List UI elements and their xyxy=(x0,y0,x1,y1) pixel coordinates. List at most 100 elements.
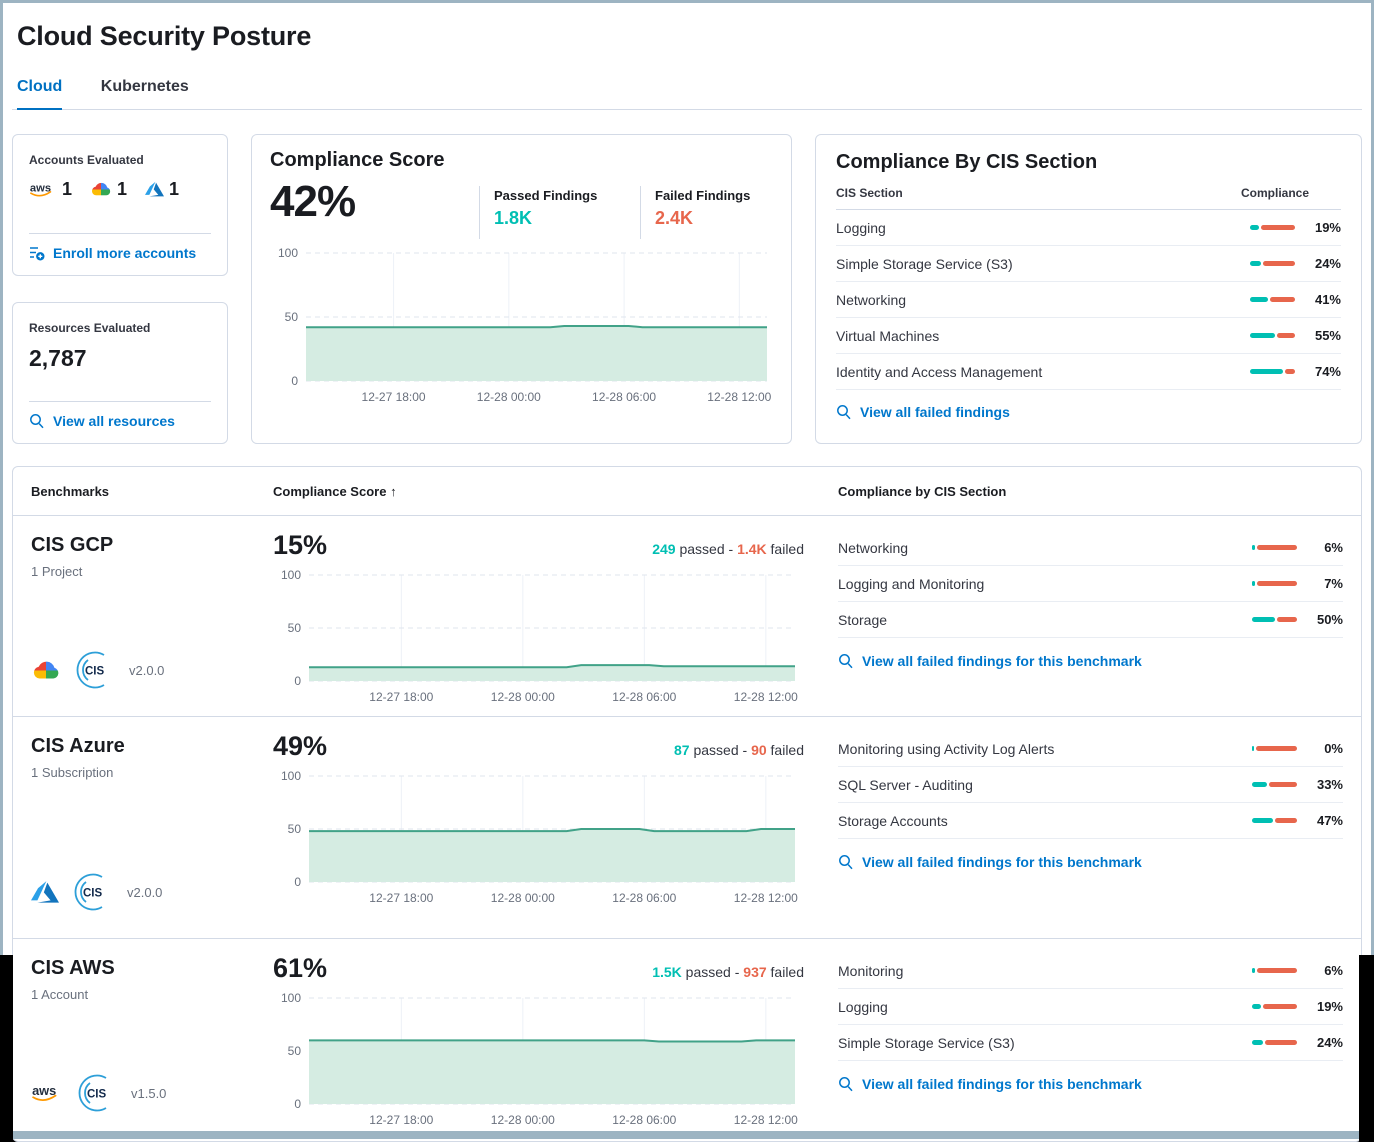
benchmarks-table-header: Benchmarks Compliance Score ↑ Compliance… xyxy=(13,467,1361,516)
svg-text:12-28 00:00: 12-28 00:00 xyxy=(491,891,555,905)
enroll-more-accounts-link[interactable]: Enroll more accounts xyxy=(29,245,211,261)
passed-failed-summary: 87 passed - 90 failed xyxy=(674,742,804,758)
benchmark-cis-sections: Monitoring using Activity Log Alerts 0% … xyxy=(838,717,1343,938)
benchmark-name: CIS AWS xyxy=(31,957,115,979)
svg-text:50: 50 xyxy=(288,822,302,836)
svg-text:CIS: CIS xyxy=(87,1089,107,1101)
tab-kubernetes[interactable]: Kubernetes xyxy=(100,78,189,95)
svg-text:100: 100 xyxy=(281,568,301,582)
compliance-bar xyxy=(1252,782,1297,787)
compliance-percent: 24% xyxy=(1314,256,1341,271)
compliance-score-title: Compliance Score xyxy=(270,149,445,171)
resources-evaluated-card: Resources Evaluated 2,787 View all resou… xyxy=(12,302,228,444)
benchmark-score-column: 61% 1.5K passed - 937 failed 0 50 100 12-27… xyxy=(273,939,838,1139)
compliance-bar xyxy=(1252,968,1297,973)
compliance-bar xyxy=(1252,1040,1297,1045)
tab-cloud[interactable]: Cloud xyxy=(17,78,63,110)
benchmark-score: 49% xyxy=(273,731,328,761)
resources-evaluated-value: 2,787 xyxy=(29,345,87,371)
cis-section-row: SQL Server - Auditing 33% xyxy=(838,767,1343,803)
cis-section-label: Storage xyxy=(838,611,888,628)
compliance-percent: 19% xyxy=(1316,999,1343,1014)
benchmark-info: CIS Azure 1 Subscription CIS v2.0.0 xyxy=(31,717,273,938)
left-summary-column: Accounts Evaluated aws 1 1 1 xyxy=(12,134,228,444)
cis-section-row: Networking 6% xyxy=(838,530,1343,566)
compliance-bar xyxy=(1252,746,1297,751)
cis-section-label: Simple Storage Service (S3) xyxy=(836,255,1013,272)
compliance-percent: 6% xyxy=(1324,963,1343,978)
cis-section-table: CIS Section Compliance Logging 19% Simpl… xyxy=(836,186,1341,390)
cis-section-label: Networking xyxy=(838,539,909,556)
view-all-failed-findings-link[interactable]: View all failed findings xyxy=(836,404,1010,420)
view-failed-findings-benchmark-link[interactable]: View all failed findings for this benchm… xyxy=(838,1076,1142,1092)
cis-section-row: Monitoring using Activity Log Alerts 0% xyxy=(838,731,1343,767)
benchmarks-table-card: Benchmarks Compliance Score ↑ Compliance… xyxy=(12,466,1362,1142)
compliance-percent: 47% xyxy=(1316,813,1343,828)
search-icon xyxy=(839,1077,853,1092)
benchmark-row-cis-azure: CIS Azure 1 Subscription CIS v2.0.0 49% … xyxy=(13,717,1361,939)
cis-section-label: Identity and Access Management xyxy=(836,363,1043,380)
benchmark-name: CIS Azure xyxy=(31,735,125,757)
compliance-score-column-header[interactable]: Compliance Score ↑ xyxy=(273,483,397,499)
benchmark-subtitle: 1 Subscription xyxy=(31,765,114,780)
benchmark-info: CIS GCP 1 Project CIS v2.0.0 xyxy=(31,516,273,716)
benchmark-version: v2.0.0 xyxy=(129,662,165,678)
azure-account-count: 1 xyxy=(145,179,179,200)
svg-text:100: 100 xyxy=(281,991,301,1005)
compliance-bar xyxy=(1252,818,1297,823)
passed-findings-label: Passed Findings xyxy=(494,188,598,203)
cis-section-list: Networking 6% Logging and Monitoring 7% … xyxy=(838,530,1343,638)
screen-letterbox-left xyxy=(0,955,13,1141)
passed-failed-summary: 249 passed - 1.4K failed xyxy=(652,541,804,557)
svg-text:0: 0 xyxy=(294,1097,301,1111)
cis-section-row: Identity and Access Management 74% xyxy=(836,354,1341,390)
benchmark-info: CIS AWS 1 Account aws CIS v1.5.0 xyxy=(31,939,273,1139)
cis-logo-icon: CIS xyxy=(74,873,103,911)
view-failed-findings-benchmark-link[interactable]: View all failed findings for this benchm… xyxy=(838,653,1142,669)
card-divider xyxy=(29,233,211,234)
cis-section-label: Logging xyxy=(836,219,886,236)
compliance-percent: 24% xyxy=(1316,1035,1343,1050)
benchmark-score: 15% xyxy=(273,530,328,560)
benchmark-trend-chart: 0 50 100 12-27 18:00 12-28 00:00 12-28 06:00 1… xyxy=(273,565,804,716)
cis-section-row: Simple Storage Service (S3) 24% xyxy=(838,1025,1343,1061)
search-icon xyxy=(839,654,853,669)
passed-failed-summary: 1.5K passed - 937 failed xyxy=(652,964,804,980)
benchmark-name: CIS GCP xyxy=(31,534,114,556)
gcp-icon xyxy=(33,661,59,678)
benchmark-score-row: 61% 1.5K passed - 937 failed xyxy=(273,953,804,984)
benchmark-score-column: 49% 87 passed - 90 failed 0 50 100 12-27 18… xyxy=(273,717,838,938)
svg-text:12-28 12:00: 12-28 12:00 xyxy=(707,390,771,404)
view-failed-findings-benchmark-link[interactable]: View all failed findings for this benchm… xyxy=(838,854,1142,870)
compliance-bar xyxy=(1252,1004,1297,1009)
cis-section-row: Storage Accounts 47% xyxy=(838,803,1343,839)
svg-text:12-28 12:00: 12-28 12:00 xyxy=(734,891,798,905)
compliance-column-header: Compliance xyxy=(1241,186,1310,200)
cis-section-label: SQL Server - Auditing xyxy=(838,776,973,793)
svg-text:12-27 18:00: 12-27 18:00 xyxy=(369,1113,433,1127)
compliance-by-cis-section-card: Compliance By CIS Section CIS Section Co… xyxy=(815,134,1362,444)
view-all-resources-link[interactable]: View all resources xyxy=(29,413,211,429)
cis-section-list: Monitoring using Activity Log Alerts 0% … xyxy=(838,731,1343,839)
svg-text:0: 0 xyxy=(294,875,301,889)
benchmark-score: 61% xyxy=(273,953,328,983)
compliance-bar xyxy=(1250,369,1295,374)
compliance-trend-chart: 0 50 100 12-27 18:00 12-28 00:00 12-28 06:00 1… xyxy=(270,243,773,416)
svg-text:12-28 12:00: 12-28 12:00 xyxy=(734,1113,798,1127)
cis-section-row: Monitoring 6% xyxy=(838,953,1343,989)
svg-text:12-28 00:00: 12-28 00:00 xyxy=(477,390,541,404)
svg-text:12-28 06:00: 12-28 06:00 xyxy=(612,690,676,704)
svg-text:12-27 18:00: 12-27 18:00 xyxy=(369,891,433,905)
svg-text:12-28 06:00: 12-28 06:00 xyxy=(612,1113,676,1127)
compliance-bar xyxy=(1252,545,1297,550)
compliance-by-cis-section-column-header: Compliance by CIS Section xyxy=(838,483,1007,499)
compliance-bar xyxy=(1250,297,1295,302)
compliance-percent: 55% xyxy=(1314,328,1341,343)
cis-section-label: Simple Storage Service (S3) xyxy=(838,1034,1015,1051)
svg-text:CIS: CIS xyxy=(85,666,105,678)
cis-logo-icon: CIS xyxy=(76,651,105,689)
svg-text:12-28 00:00: 12-28 00:00 xyxy=(491,690,555,704)
svg-text:aws: aws xyxy=(32,1083,56,1098)
svg-text:12-27 18:00: 12-27 18:00 xyxy=(362,390,426,404)
failed-findings-label: Failed Findings xyxy=(655,188,751,203)
